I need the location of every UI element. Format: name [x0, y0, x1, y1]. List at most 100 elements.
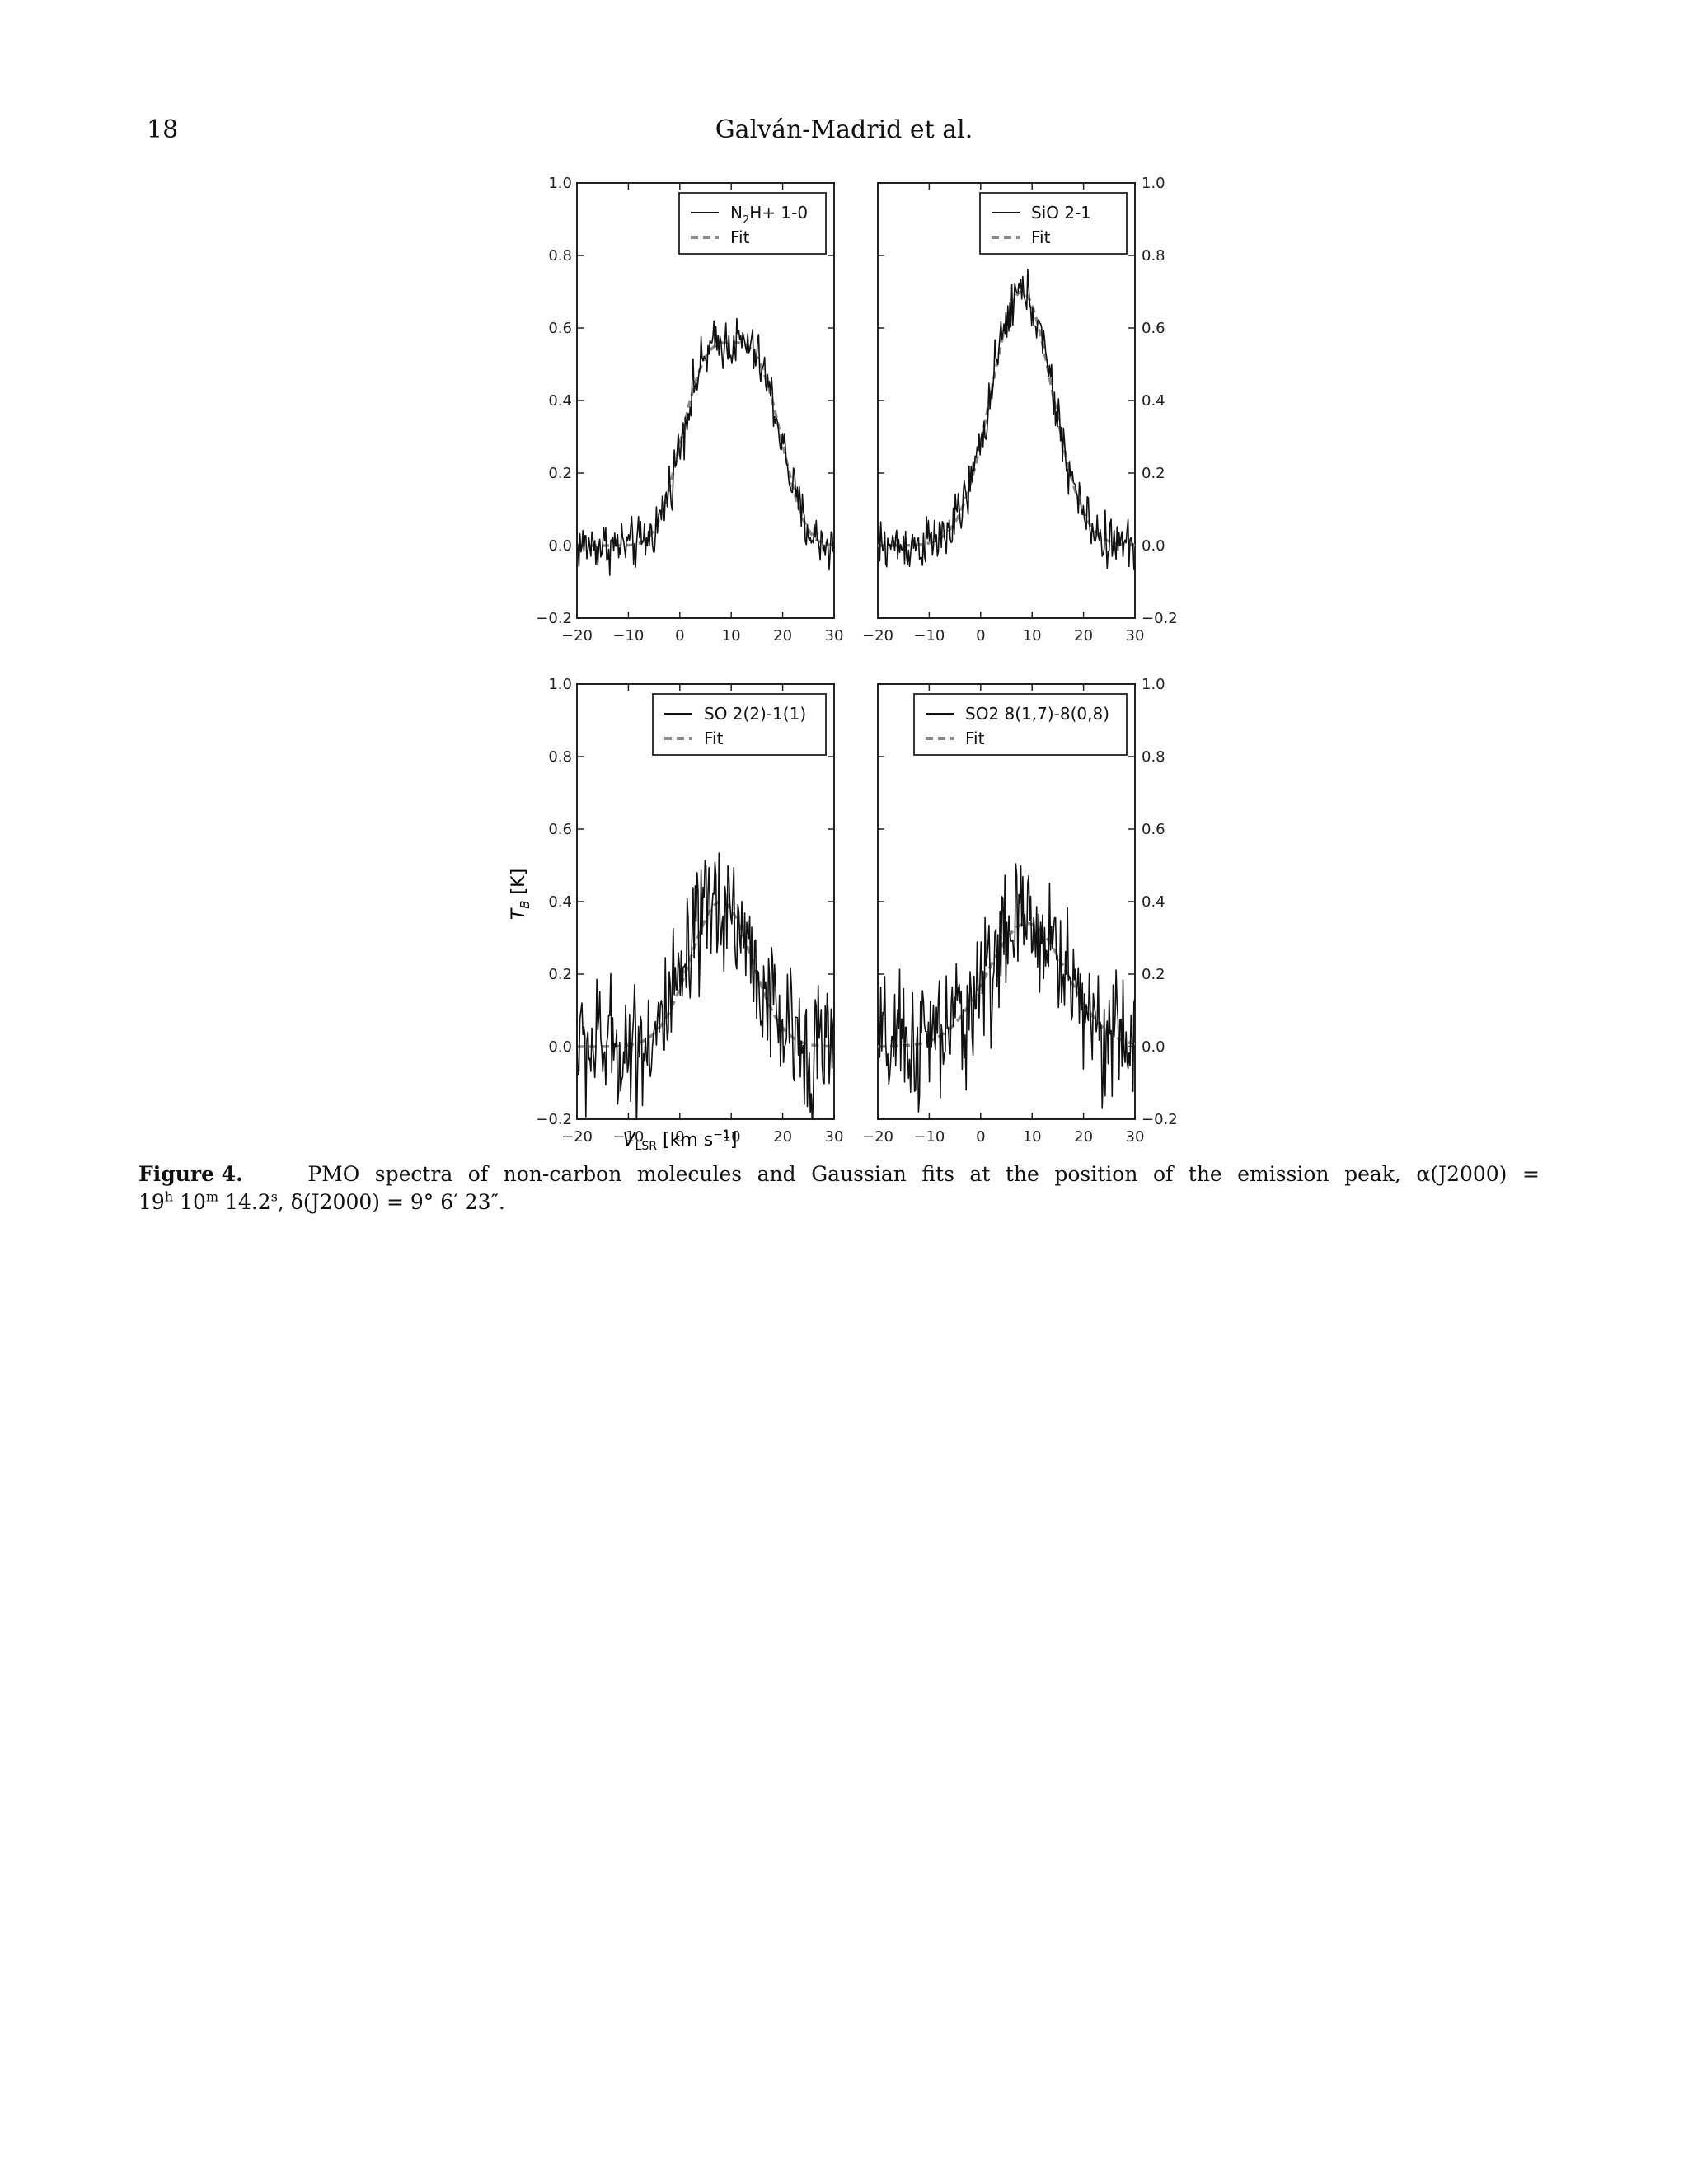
figure-caption: Figure 4. PMO spectra of non-carbon mole…	[138, 1160, 1540, 1216]
caption-ra-hours-unit: h	[164, 1188, 174, 1205]
caption-word: spectra	[374, 1162, 453, 1186]
spectrum-line	[577, 317, 834, 576]
spectrum-panel-bottom-right: −20 −10 0 10 20 30−0.2 0.0 0.2 0.4 0.6 0.8 1.0 SO2 8…	[862, 676, 1178, 1146]
caption-declination: , δ(J2000) = 9° 6′ 23″.	[277, 1190, 505, 1214]
y-tick-label: −0.2	[536, 610, 572, 627]
y-tick-label: 0.4	[1142, 392, 1165, 410]
caption-ra-seconds: 14.2	[225, 1190, 271, 1214]
y-tick-label: 0.0	[1142, 1038, 1165, 1056]
y-tick-label: −0.2	[536, 1111, 572, 1128]
caption-word: PMO	[307, 1162, 360, 1186]
y-tick-label: 0.2	[1142, 966, 1165, 983]
caption-ra-seconds-unit: s	[270, 1188, 278, 1205]
caption-word: at	[969, 1162, 991, 1186]
x-tick-label: 10	[722, 627, 741, 644]
caption-ra-hours: 19	[138, 1190, 165, 1214]
page-number: 18	[147, 115, 179, 144]
x-tick-label: −10	[612, 1128, 644, 1146]
y-tick-label: 0.6	[548, 320, 572, 337]
y-tick-label: 0.6	[548, 821, 572, 838]
caption-word: peak,	[1344, 1162, 1401, 1186]
x-tick-label: −20	[561, 627, 593, 644]
legend: SO2 8(1,7)-8(0,8) Fit	[913, 693, 1128, 756]
y-tick-label: 1.0	[1142, 676, 1165, 693]
legend-label-fit: Fit	[704, 729, 724, 748]
spectrum-panel-top-right: −20 −10 0 10 20 30−0.2 0.0 0.2 0.4 0.6 0.8 1.0 SiO 2…	[862, 175, 1178, 644]
y-tick-label: 0.0	[1142, 537, 1165, 555]
legend-label-fit: Fit	[1031, 227, 1051, 247]
y-tick-label: 0.6	[1142, 320, 1165, 337]
x-tick-label: −20	[561, 1128, 593, 1146]
running-title: Galván-Madrid et al.	[715, 115, 973, 144]
x-tick-label: −20	[862, 627, 893, 644]
spectrum-panel-top-left: −20 −10 0 10 20 30 −0.2 0.0 0.2 0.4 0.6 0.8 1.0 N2H+ …	[536, 175, 843, 644]
panels-group: −20 −10 0 10 20 30 −0.2 0.0 0.2 0.4 0.6 0.8 1.0 N2H+ …	[536, 175, 1177, 1146]
legend-frame	[979, 192, 1128, 255]
legend-label-spectrum: SiO 2-1	[1031, 203, 1091, 223]
caption-word: the	[1005, 1162, 1039, 1186]
x-tick-label: 30	[825, 627, 844, 644]
y-tick-label: 1.0	[548, 175, 572, 192]
caption-line-1: Figure 4. PMO spectra of non-carbon mole…	[138, 1160, 1540, 1188]
y-tick-label: 0.8	[548, 247, 572, 265]
legend-frame	[678, 192, 827, 255]
caption-word: of	[1152, 1162, 1174, 1186]
x-tick-label: 20	[1074, 1128, 1093, 1146]
caption-word: =	[1522, 1162, 1540, 1186]
legend-frame	[652, 693, 827, 756]
caption-word: emission	[1237, 1162, 1329, 1186]
x-tick-label: −10	[913, 627, 945, 644]
shared-y-axis-label: TB [K]	[509, 869, 532, 920]
y-tick-label: −0.2	[1142, 610, 1178, 627]
running-head: 18 Galván-Madrid et al.	[0, 115, 1688, 148]
spectrum-panel-bottom-left: −20 −10 0 10 20 30 −0.2 0.0 0.2 0.4 0.6 0.8 1.0 SO 2(…	[536, 676, 843, 1146]
x-tick-label: 10	[722, 1128, 741, 1146]
x-tick-label: −10	[913, 1128, 945, 1146]
y-tick-label: 0.2	[1142, 465, 1165, 482]
x-tick-label: 20	[773, 1128, 792, 1146]
caption-word: molecules	[636, 1162, 743, 1186]
y-tick-label: 0.2	[548, 465, 572, 482]
y-tick-label: 0.8	[1142, 247, 1165, 265]
legend: SO 2(2)-1(1) Fit	[652, 693, 827, 756]
y-tick-label: 0.4	[548, 392, 572, 410]
x-tick-label: 0	[976, 627, 985, 644]
y-tick-label: 0.0	[548, 1038, 572, 1056]
caption-word: and	[757, 1162, 796, 1186]
y-tick-label: 0.2	[548, 966, 572, 983]
spectra-figure: −20 −10 0 10 20 30 −0.2 0.0 0.2 0.4 0.6 0.8 1.0 N2H+ …	[509, 175, 1178, 1153]
spectrum-line	[878, 269, 1135, 570]
y-tick-label: 0.8	[548, 748, 572, 766]
y-tick-label: 0.4	[548, 893, 572, 911]
caption-word: position	[1054, 1162, 1138, 1186]
caption-ra-minutes: 10	[180, 1190, 206, 1214]
shared-x-axis-label: VLSR [km s−1]	[623, 1128, 738, 1153]
legend-label-spectrum: SO2 8(1,7)-8(0,8)	[965, 704, 1109, 724]
y-tick-label: 1.0	[1142, 175, 1165, 192]
legend-label-fit: Fit	[965, 729, 985, 748]
legend-label-spectrum: SO 2(2)-1(1)	[704, 704, 806, 724]
legend: SiO 2-1 Fit	[979, 192, 1128, 255]
x-tick-label: 0	[976, 1128, 985, 1146]
x-tick-label: 20	[773, 627, 792, 644]
x-tick-label: 0	[675, 627, 684, 644]
spectrum-line	[878, 863, 1135, 1113]
y-tick-label: 0.0	[548, 537, 572, 555]
x-tick-label: 20	[1074, 627, 1093, 644]
caption-label: Figure 4.	[138, 1162, 243, 1186]
caption-word: non-carbon	[503, 1162, 622, 1186]
x-tick-label: 30	[825, 1128, 844, 1146]
legend-label-spectrum: N2H+ 1-0	[730, 203, 808, 227]
legend-frame	[913, 693, 1128, 756]
caption-word: the	[1188, 1162, 1222, 1186]
caption-word: fits	[921, 1162, 954, 1186]
legend-label-fit: Fit	[730, 227, 750, 247]
x-tick-label: 30	[1126, 1128, 1145, 1146]
x-tick-label: 10	[1023, 1128, 1042, 1146]
caption-ra-minutes-unit: m	[205, 1188, 219, 1205]
spectrum-line	[577, 852, 834, 1119]
caption-word: of	[467, 1162, 489, 1186]
y-tick-label: 1.0	[548, 676, 572, 693]
y-tick-label: 0.8	[1142, 748, 1165, 766]
